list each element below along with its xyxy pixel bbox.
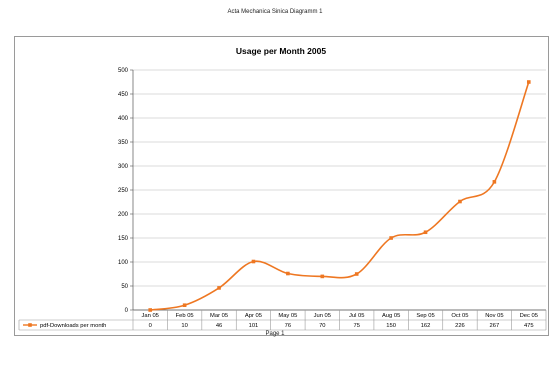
data-point-0 (148, 308, 152, 312)
data-point-7 (389, 236, 393, 240)
data-label-2: 46 (216, 323, 222, 329)
x-tick-label-3: Apr 05 (245, 313, 262, 319)
data-point-6 (355, 272, 359, 276)
document-header: Acta Mechanica Sinica Diagramm 1 (0, 9, 550, 15)
y-tick-label-500: 500 (118, 68, 129, 74)
y-tick-label-300: 300 (118, 164, 129, 170)
y-tick-label-100: 100 (118, 260, 129, 266)
data-point-8 (424, 230, 428, 234)
data-label-10: 267 (490, 323, 500, 329)
line-chart: Usage per Month 2005 0501001502002503003… (15, 37, 548, 335)
data-label-5: 70 (319, 323, 325, 329)
data-label-1: 10 (181, 323, 187, 329)
data-label-4: 76 (285, 323, 291, 329)
data-point-11 (527, 80, 531, 84)
chart-title: Usage per Month 2005 (236, 46, 326, 56)
data-point-2 (217, 286, 221, 290)
y-tick-label-200: 200 (118, 212, 129, 218)
x-tick-label-6: Jul 05 (349, 313, 364, 319)
y-tick-label-0: 0 (125, 308, 129, 314)
series-layer (148, 80, 530, 312)
data-point-1 (183, 303, 187, 307)
x-tick-label-4: May 05 (278, 313, 297, 319)
data-point-4 (286, 272, 290, 276)
grid-lines (133, 70, 546, 310)
data-label-11: 475 (524, 323, 534, 329)
x-tick-label-1: Feb 05 (176, 313, 194, 319)
data-label-9: 226 (455, 323, 465, 329)
y-tick-label-250: 250 (118, 188, 129, 194)
document-footer: Page 1 (0, 331, 550, 337)
data-label-6: 75 (353, 323, 359, 329)
chart-frame: Usage per Month 2005 0 50 100 150 200 250 300 3… (14, 36, 549, 336)
data-label-0: 0 (149, 323, 152, 329)
x-tick-label-10: Nov 05 (485, 313, 503, 319)
data-label-7: 150 (386, 323, 396, 329)
data-point-10 (493, 180, 497, 184)
x-tick-label-2: Mar 05 (210, 313, 228, 319)
y-tick-label-450: 450 (118, 92, 129, 98)
x-tick-label-11: Dec 05 (520, 313, 538, 319)
data-table: Jan 05 Feb 05 Mar 05 Apr 05 May 05 Jun 05 Jul … (19, 310, 546, 330)
legend-entry: pdf-Downloads per month (40, 323, 106, 329)
x-tick-label-5: Jun 05 (314, 313, 331, 319)
y-tick-label-150: 150 (118, 236, 129, 242)
legend-marker-swatch (28, 323, 32, 327)
data-point-9 (458, 200, 462, 204)
y-tick-label-50: 50 (121, 284, 128, 290)
series-line-pdf-downloads (150, 82, 529, 310)
data-point-5 (320, 275, 324, 279)
x-tick-label-0: Jan 05 (142, 313, 159, 319)
y-tick-label-400: 400 (118, 116, 129, 122)
data-label-3: 101 (249, 323, 259, 329)
y-axis: 0 50 100 150 200 250 300 350 400 450 500 (118, 68, 133, 314)
x-tick-label-8: Sep 05 (416, 313, 434, 319)
data-point-3 (252, 260, 256, 264)
data-label-8: 162 (421, 323, 431, 329)
x-tick-label-9: Oct 05 (451, 313, 468, 319)
x-tick-label-7: Aug 05 (382, 313, 400, 319)
y-tick-label-350: 350 (118, 140, 129, 146)
